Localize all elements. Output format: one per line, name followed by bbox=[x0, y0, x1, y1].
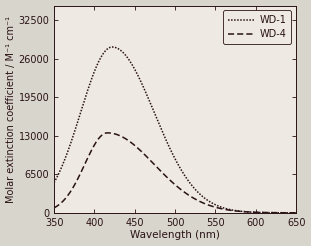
WD-4 bbox=[287, 211, 291, 214]
WD-4 bbox=[105, 131, 109, 134]
WD-1 bbox=[287, 211, 291, 214]
WD-4 bbox=[164, 174, 167, 177]
Line: WD-1: WD-1 bbox=[54, 47, 296, 213]
WD-4 bbox=[243, 210, 247, 213]
WD-4 bbox=[170, 181, 174, 184]
WD-4 bbox=[287, 211, 291, 214]
WD-4 bbox=[294, 211, 298, 214]
Y-axis label: Molar extinction coefficient / M⁻¹ cm⁻¹: Molar extinction coefficient / M⁻¹ cm⁻¹ bbox=[6, 16, 16, 203]
WD-1 bbox=[52, 181, 56, 184]
WD-1 bbox=[287, 211, 291, 214]
Line: WD-4: WD-4 bbox=[54, 133, 296, 213]
WD-1 bbox=[243, 210, 247, 213]
WD-4 bbox=[65, 196, 68, 199]
WD-1 bbox=[65, 154, 68, 157]
Legend: WD-1, WD-4: WD-1, WD-4 bbox=[223, 10, 291, 44]
WD-4 bbox=[52, 206, 56, 209]
X-axis label: Wavelength (nm): Wavelength (nm) bbox=[130, 231, 220, 240]
WD-1 bbox=[170, 151, 174, 154]
WD-1 bbox=[164, 137, 167, 140]
WD-1 bbox=[110, 46, 114, 48]
WD-1 bbox=[294, 211, 298, 214]
